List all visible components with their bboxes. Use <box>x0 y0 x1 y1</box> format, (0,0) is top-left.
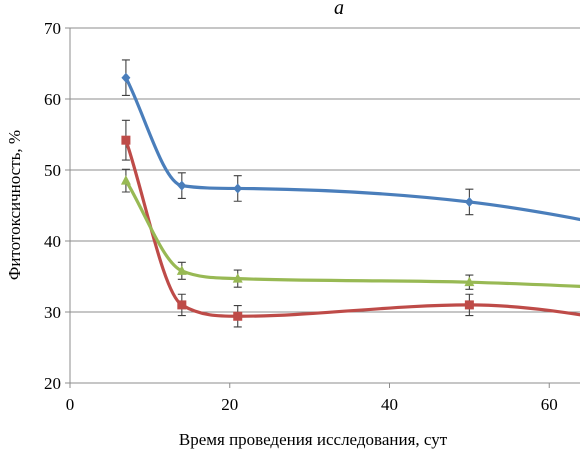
y-tick-label: 40 <box>44 232 61 251</box>
x-tick-label: 40 <box>381 395 398 414</box>
y-tick-label: 50 <box>44 161 61 180</box>
x-tick-label: 0 <box>66 395 75 414</box>
series-line <box>124 76 580 222</box>
data-point <box>121 135 131 145</box>
series-line <box>124 138 580 318</box>
data-point <box>232 273 243 283</box>
data-point <box>464 276 475 287</box>
axes <box>65 27 580 388</box>
data-point <box>233 311 243 321</box>
y-axis-title: Фитотоксичность, % <box>5 130 24 280</box>
x-tick-label: 20 <box>221 395 238 414</box>
series-markers <box>120 72 475 321</box>
y-tick-label: 70 <box>44 19 61 38</box>
y-tick-label: 60 <box>44 90 61 109</box>
panel-label: а <box>334 0 344 19</box>
gridlines <box>70 27 580 313</box>
data-point <box>177 180 187 191</box>
error-bars <box>121 59 474 328</box>
y-tick-label: 20 <box>44 374 61 393</box>
series-lines <box>124 76 580 318</box>
tick-labels: 203040506070020406080 <box>44 19 558 414</box>
series-line <box>124 179 580 288</box>
x-axis-title: Время проведения исследования, сут <box>179 430 448 449</box>
data-point <box>464 300 474 310</box>
data-point <box>121 72 131 83</box>
data-point <box>233 183 243 194</box>
x-tick-label: 60 <box>541 395 558 414</box>
data-point <box>120 175 131 185</box>
data-point <box>464 196 474 207</box>
data-point <box>176 265 187 275</box>
y-tick-label: 30 <box>44 303 61 322</box>
data-point <box>177 300 187 310</box>
